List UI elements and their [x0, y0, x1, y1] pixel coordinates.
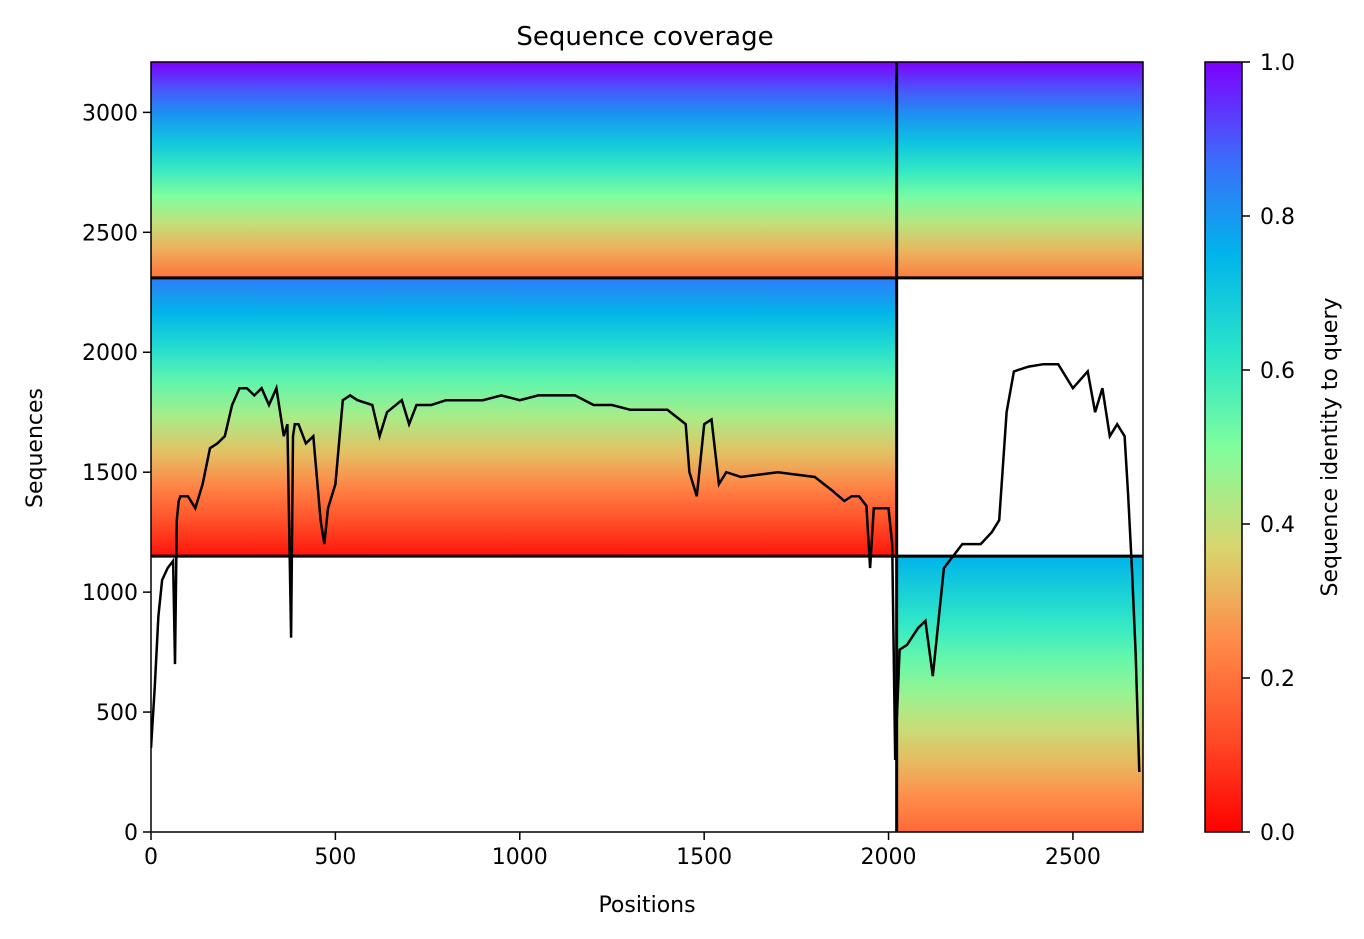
x-tick-label: 2000	[861, 845, 917, 870]
colorbar-tick-label: 0.0	[1260, 821, 1295, 846]
y-tick-label: 1500	[82, 461, 138, 486]
y-tick-label: 500	[96, 701, 138, 726]
plot-frame	[150, 61, 1144, 833]
colorbar	[1204, 61, 1243, 833]
y-tick-label: 0	[124, 821, 138, 846]
heatmap-block	[151, 62, 897, 278]
heatmap-block	[896, 556, 1143, 832]
x-tick-label: 500	[314, 845, 356, 870]
colorbar-tick-label: 1.0	[1260, 51, 1295, 76]
y-tick-label: 3000	[82, 101, 138, 126]
y-tick-label: 1000	[82, 581, 138, 606]
colorbar-label: Sequence identity to query	[1318, 297, 1343, 596]
y-axis-label: Sequences	[23, 388, 48, 508]
x-axis-label: Positions	[598, 893, 695, 918]
y-tick-label: 2500	[82, 221, 138, 246]
colorbar-tick-label: 0.6	[1260, 359, 1295, 384]
heatmap-block	[151, 277, 897, 557]
colorbar-tick-label: 0.4	[1260, 513, 1295, 538]
heatmap-blocks	[151, 62, 1143, 832]
y-tick-label: 2000	[82, 341, 138, 366]
y-axis-ticks: 0 500 1000 1500 2000 2500 3000	[82, 101, 151, 846]
x-tick-label: 0	[144, 845, 158, 870]
heatmap-block	[896, 62, 1143, 278]
x-tick-label: 2500	[1045, 845, 1101, 870]
x-axis-ticks: 0 500 1000 1500 2000 2500	[144, 832, 1101, 870]
x-tick-label: 1000	[492, 845, 548, 870]
colorbar-tick-label: 0.8	[1260, 205, 1295, 230]
chart-title: Sequence coverage	[516, 22, 773, 52]
colorbar-ticks: 0.0 0.2 0.4 0.6 0.8 1.0	[1242, 51, 1295, 846]
x-tick-label: 1500	[676, 845, 732, 870]
coverage-line	[151, 362, 1141, 773]
colorbar-tick-label: 0.2	[1260, 667, 1295, 692]
